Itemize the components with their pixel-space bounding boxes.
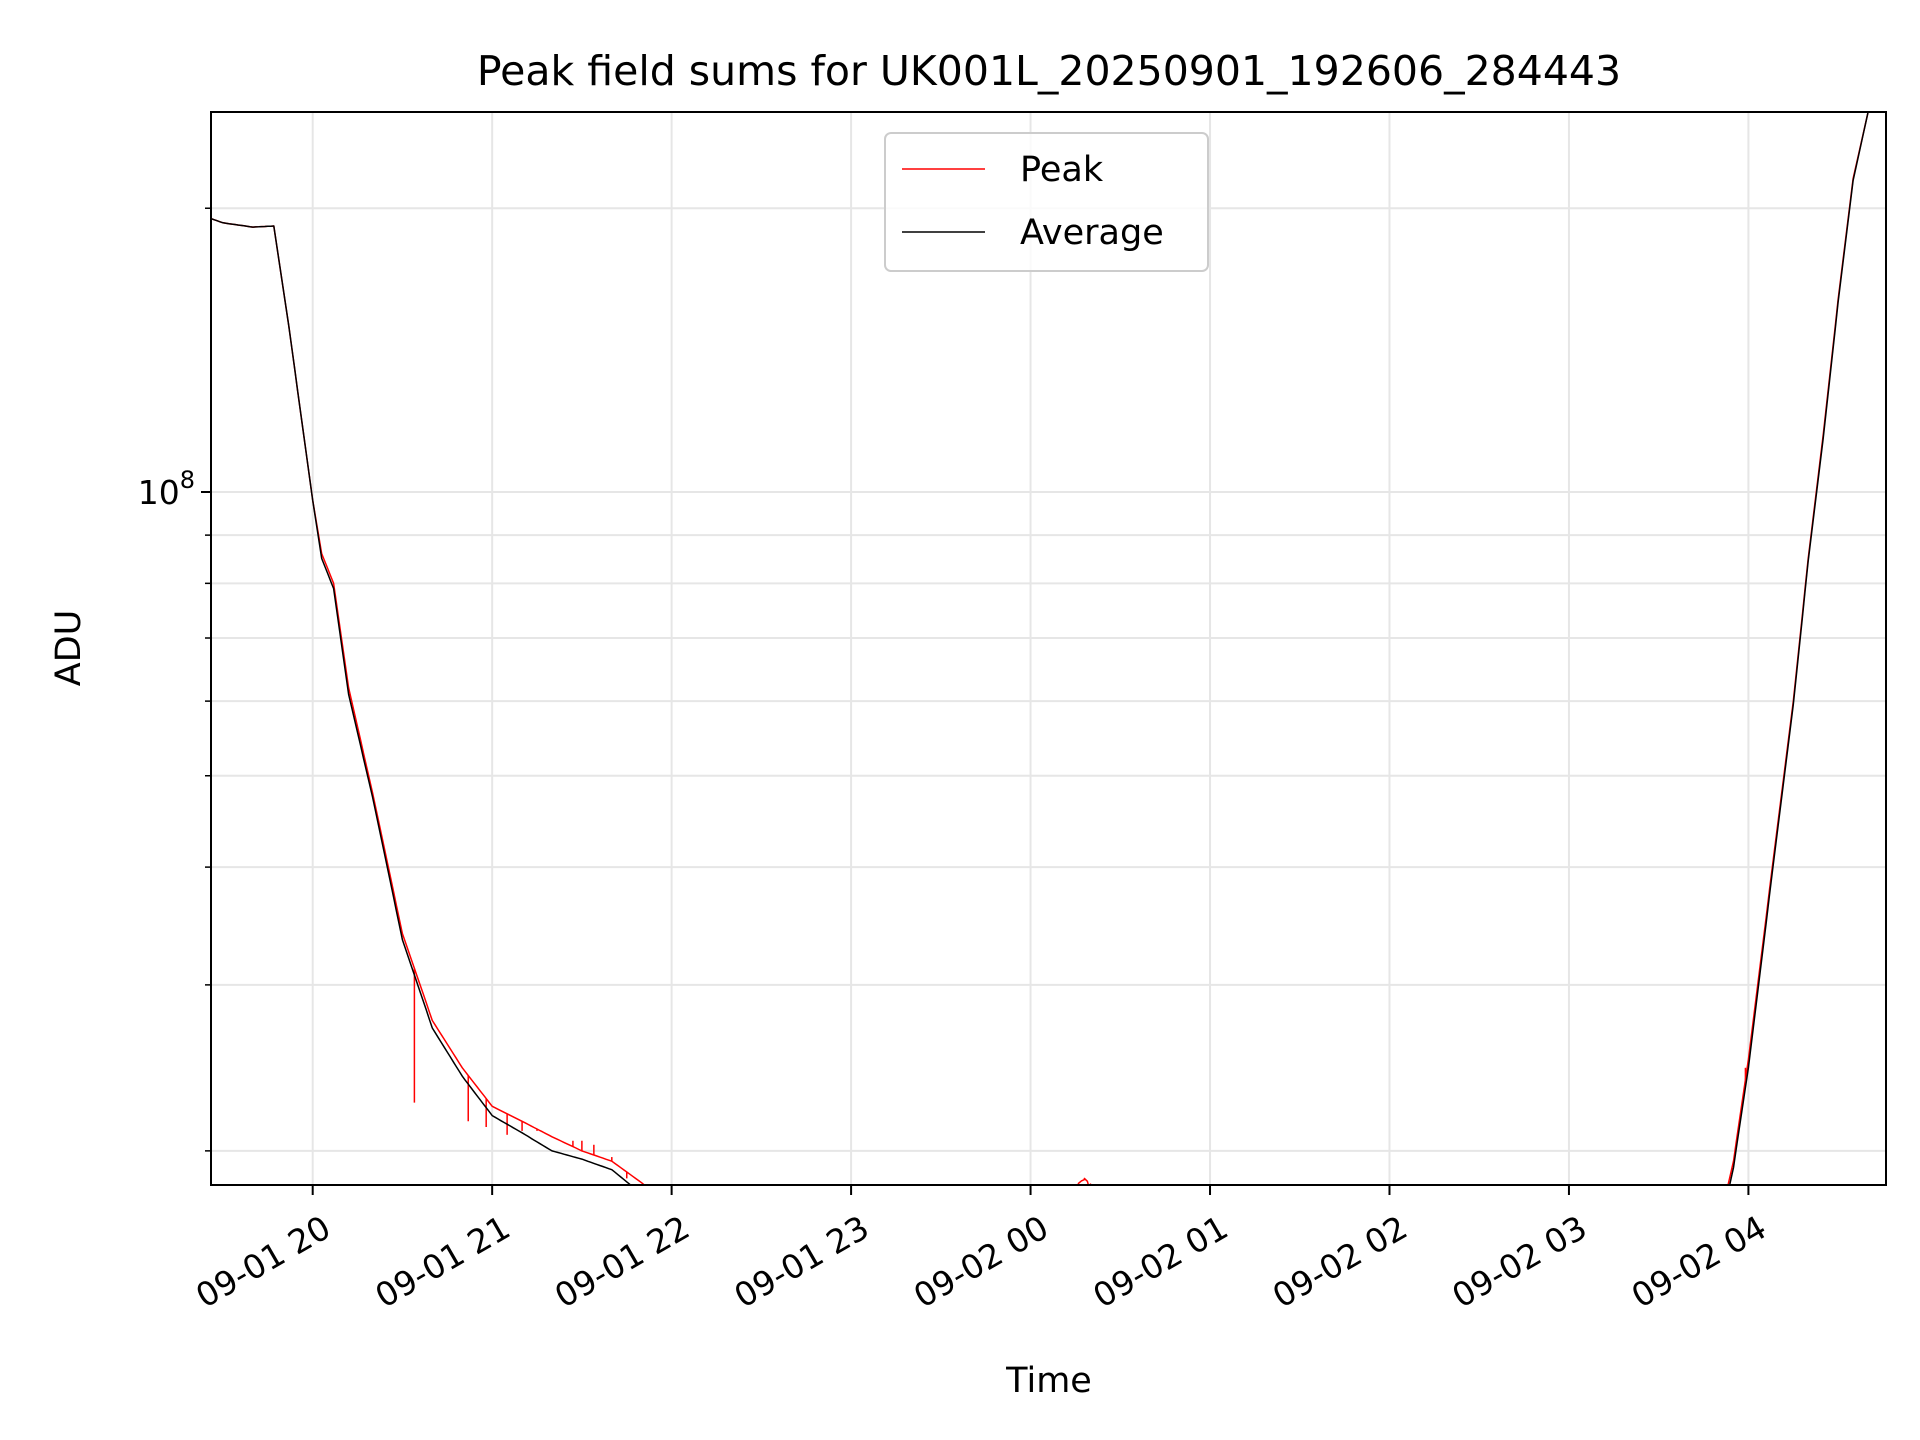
legend-label-average: Average — [1020, 213, 1164, 253]
legend-box — [884, 132, 1209, 272]
legend: Peak Average — [884, 132, 1209, 272]
legend-label-peak: Peak — [1020, 150, 1104, 190]
y-tick-label: 108 — [138, 466, 195, 512]
plot-frame — [210, 111, 1887, 1186]
y-axis-ticks: 108 — [138, 207, 211, 1152]
y-axis-label: ADU — [49, 610, 89, 687]
chart-title: Peak field sums for UK001L_20250901_1926… — [477, 47, 1621, 95]
series-line-peak — [211, 112, 1886, 1185]
series-line-average — [211, 112, 1886, 1185]
plot-series — [211, 112, 1886, 1185]
x-axis-label: Time — [1005, 1361, 1092, 1401]
grid — [211, 112, 1886, 1185]
